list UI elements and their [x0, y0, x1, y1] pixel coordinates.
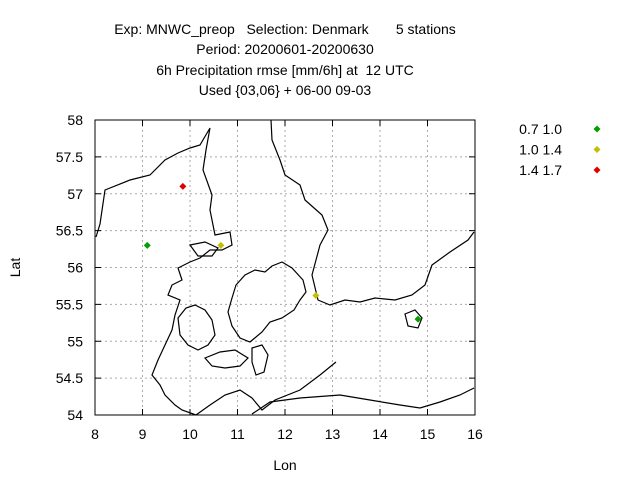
title-line-4: Used {03,06} + 06-00 09-03 — [198, 82, 372, 98]
title-line-1: Exp: MNWC_preop Selection: Denmark 5 sta… — [114, 21, 456, 37]
y-tick-label: 56.5 — [56, 223, 83, 239]
legend-label: 0.7 1.0 — [519, 121, 562, 137]
coastline-lolland — [203, 349, 249, 369]
coastline-map — [95, 119, 475, 416]
coastline-bornholm — [404, 309, 423, 329]
legend-label: 1.4 1.7 — [519, 162, 562, 178]
coastline-funen — [177, 304, 216, 351]
data-points — [143, 182, 422, 323]
x-tick-label: 8 — [91, 426, 99, 442]
title-line-2: Period: 20200601-20200630 — [196, 41, 374, 57]
legend-marker — [593, 166, 601, 174]
y-tick-label: 54 — [67, 407, 83, 423]
grid — [95, 120, 475, 415]
x-tick-label: 11 — [230, 426, 245, 442]
x-tick-label: 12 — [277, 426, 293, 442]
coastline-germany — [195, 361, 475, 416]
data-point — [179, 182, 187, 190]
legend-label: 1.0 1.4 — [519, 142, 562, 158]
data-point — [312, 292, 320, 300]
x-tick-label: 10 — [182, 426, 198, 442]
data-point — [143, 241, 151, 249]
coastline-falster — [251, 344, 269, 376]
legend: 0.7 1.0 1.0 1.4 1.4 1.7 — [519, 121, 601, 178]
y-tick-label: 57.5 — [56, 149, 83, 165]
y-tick-label: 58 — [67, 112, 83, 128]
data-point — [414, 315, 422, 323]
y-tick-label: 55 — [67, 333, 83, 349]
x-tick-label: 15 — [420, 426, 436, 442]
y-tick-label: 56 — [67, 260, 83, 276]
y-axis-label: Lat — [7, 258, 23, 278]
x-axis-label: Lon — [273, 457, 296, 473]
axes: 8 9 10 11 12 13 14 15 16 54 54.5 55 55.5 56 56.5 57 57.5… — [7, 112, 483, 473]
y-tick-label: 57 — [67, 186, 83, 202]
title-line-3: 6h Precipitation rmse [mm/6h] at 12 UTC — [156, 62, 414, 78]
x-tick-label: 14 — [372, 426, 388, 442]
coastline-jutland — [95, 127, 233, 416]
x-tick-label: 16 — [467, 426, 483, 442]
coastline-anholt-area — [188, 241, 219, 257]
legend-marker — [593, 125, 601, 133]
legend-marker — [593, 146, 601, 153]
data-point — [217, 241, 225, 249]
y-tick-label: 55.5 — [56, 296, 83, 312]
x-tick-label: 13 — [325, 426, 341, 442]
coastline-zealand — [227, 261, 307, 343]
x-tick-label: 9 — [139, 426, 147, 442]
y-tick-label: 54.5 — [56, 370, 83, 386]
coastline-sweden — [270, 119, 475, 306]
